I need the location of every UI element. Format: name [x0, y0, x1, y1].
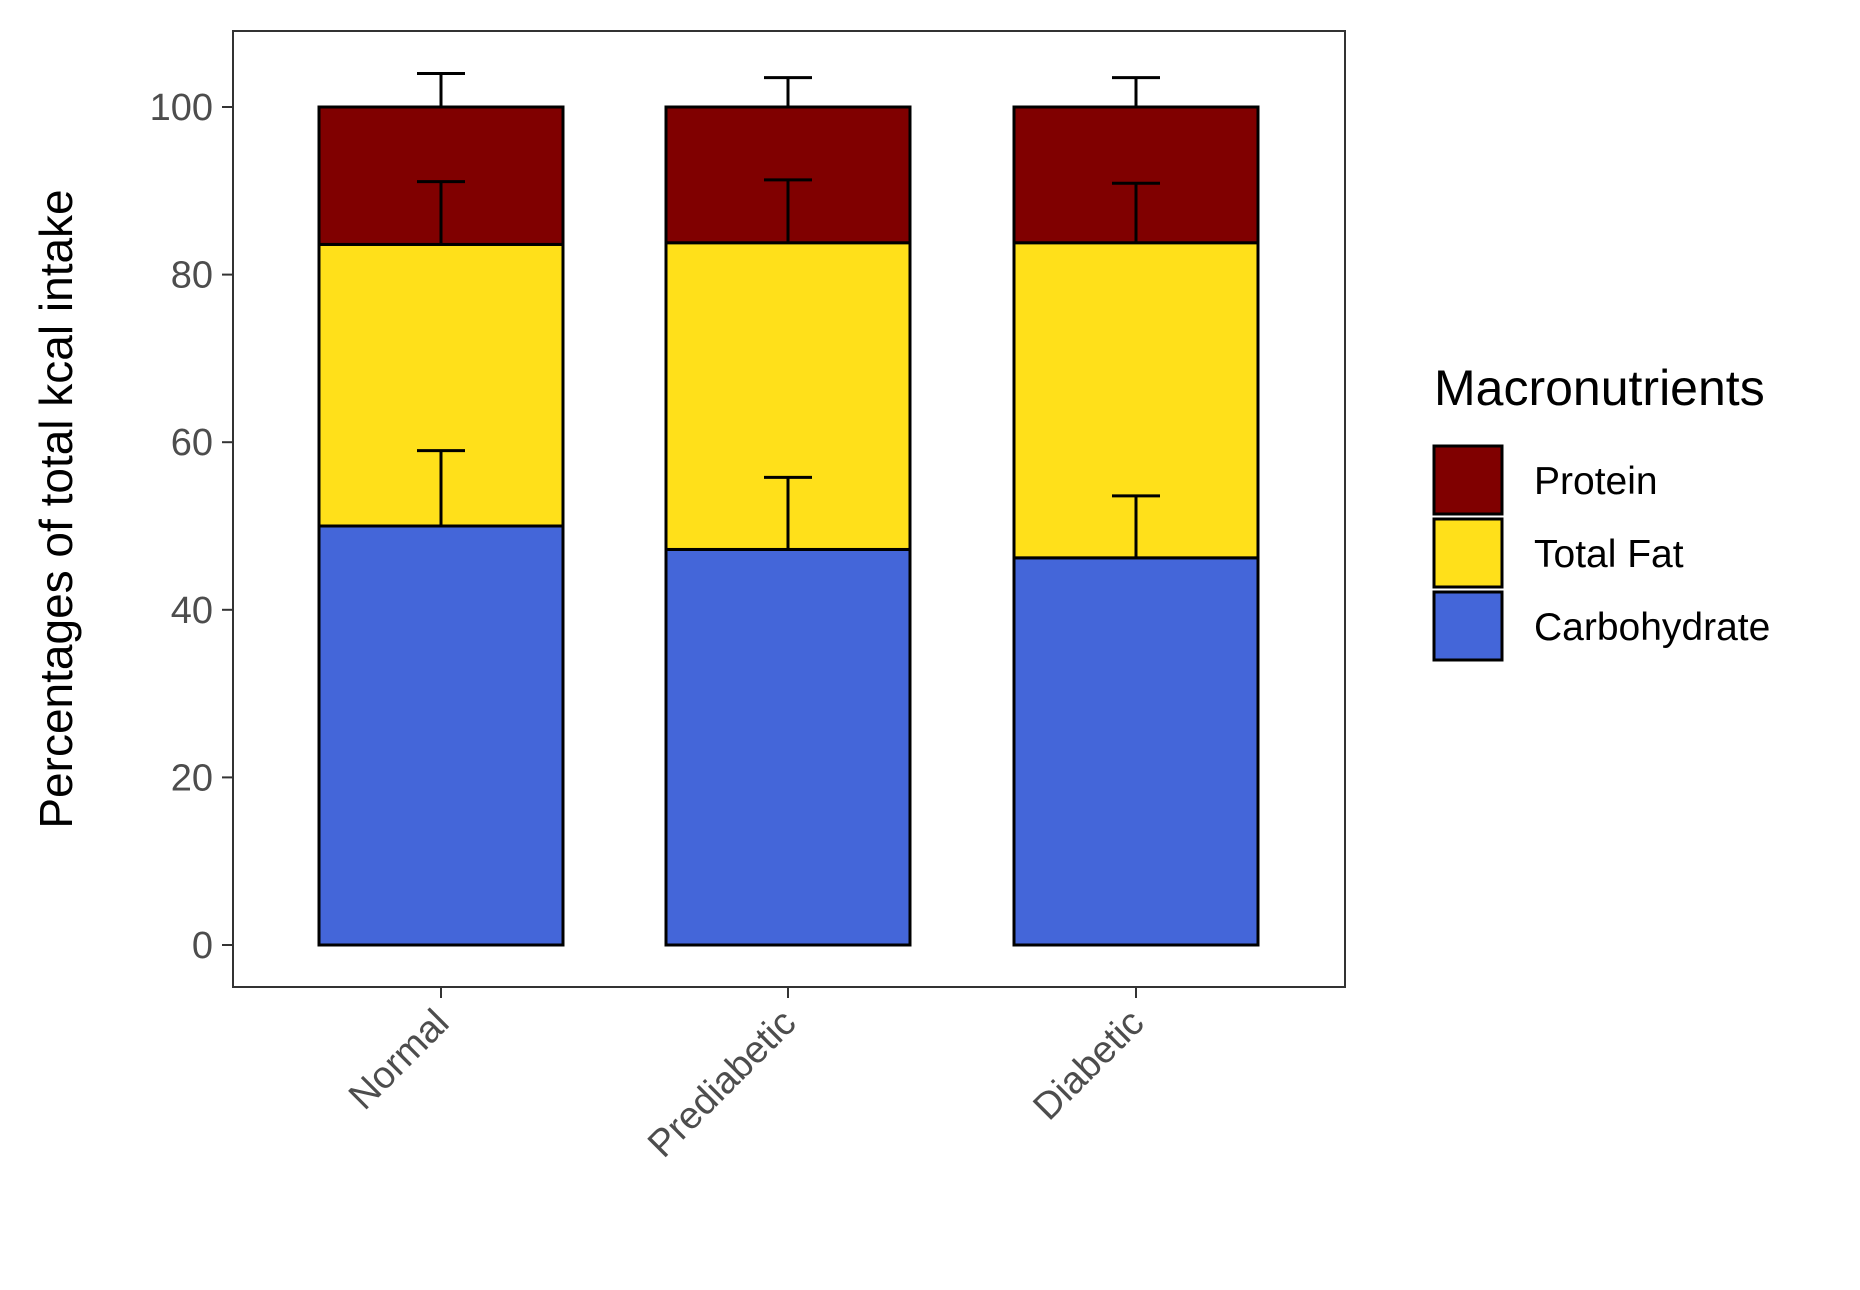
legend-label-total-fat: Total Fat — [1534, 533, 1684, 576]
x-tick-label-prediabetic: Prediabetic — [640, 1002, 804, 1166]
error-bar-diabetic-carbohydrate — [1112, 494, 1160, 558]
y-tick-label-60: 60 — [171, 422, 213, 464]
legend-key-total-fat — [1432, 517, 1504, 589]
bar-diabetic-carbohydrate — [1012, 556, 1260, 947]
error-bar-normal-carbohydrate — [417, 449, 465, 526]
error-bar-normal-protein — [417, 71, 465, 107]
bar-prediabetic-carbohydrate — [664, 547, 912, 947]
error-bars-layer — [417, 71, 1160, 558]
error-bar-prediabetic-total-fat — [764, 178, 812, 243]
legend-label-protein: Protein — [1534, 460, 1658, 503]
legend-label-carbohydrate: Carbohydrate — [1534, 606, 1770, 649]
y-tick-label-0: 0 — [192, 925, 213, 967]
error-bar-diabetic-protein — [1112, 76, 1160, 107]
error-bar-normal-total-fat — [417, 180, 465, 245]
error-bar-prediabetic-carbohydrate — [764, 475, 812, 550]
legend-entry-total-fat: Total Fat — [1432, 517, 1684, 589]
y-tick-label-100: 100 — [150, 87, 213, 129]
error-bar-diabetic-total-fat — [1112, 181, 1160, 243]
bar-normal-carbohydrate — [317, 524, 565, 947]
y-tick-label-20: 20 — [171, 757, 213, 799]
error-bar-prediabetic-protein — [764, 76, 812, 107]
legend-key-protein — [1432, 444, 1504, 516]
x-tick-label-diabetic: Diabetic — [1026, 1002, 1153, 1129]
legend-entry-protein: Protein — [1432, 444, 1658, 516]
legend-title: Macronutrients — [1434, 360, 1765, 416]
legend-key-carbohydrate — [1432, 590, 1504, 662]
y-tick-label-80: 80 — [171, 255, 213, 297]
y-tick-label-40: 40 — [171, 590, 213, 632]
y-axis: 0 20 40 60 80 100 — [150, 87, 233, 967]
y-axis-title: Percentages of total kcal intake — [30, 189, 82, 828]
legend-entry-carbohydrate: Carbohydrate — [1432, 590, 1770, 662]
bars-layer — [317, 105, 1260, 947]
x-axis: Normal Prediabetic Diabetic — [341, 987, 1152, 1166]
x-tick-label-normal: Normal — [341, 1002, 457, 1118]
legend: Macronutrients Protein Total Fat Carbohydr… — [1432, 360, 1770, 662]
